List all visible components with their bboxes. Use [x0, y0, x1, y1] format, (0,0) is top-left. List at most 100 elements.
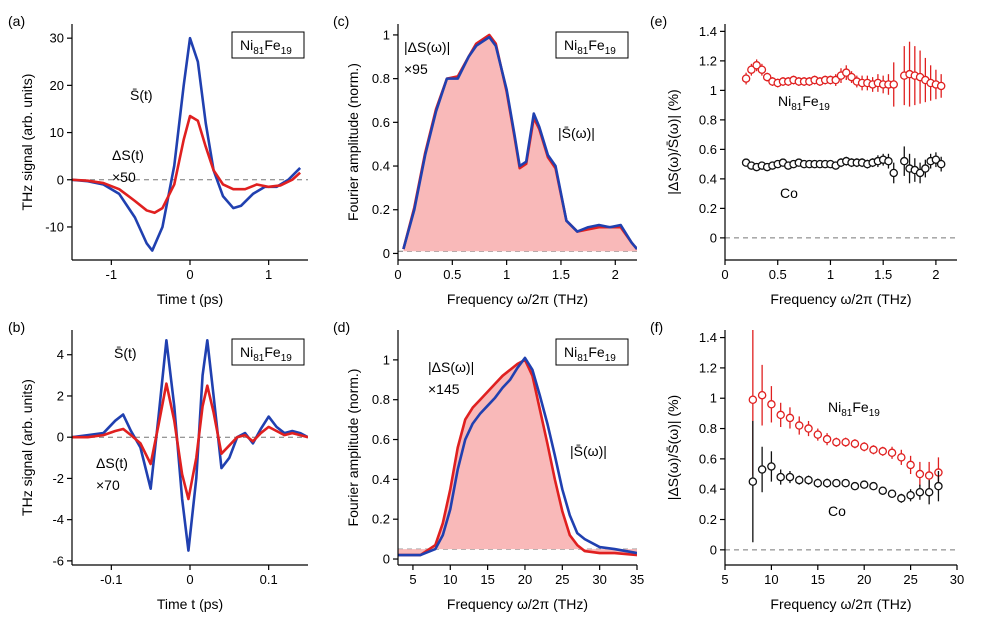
- x-tick-label: 10: [443, 572, 457, 587]
- y-tick-label: 0.8: [699, 421, 717, 436]
- data-point: [915, 469, 925, 479]
- y-tick-label: 0.4: [699, 171, 717, 186]
- sample-label: Ni81Fe19: [240, 37, 292, 57]
- series-annotation: Ni81Fe19: [778, 93, 830, 113]
- y-tick-label: 0.6: [372, 115, 390, 130]
- y-tick-label: 20: [50, 78, 64, 93]
- x-tick-label: 1: [503, 267, 510, 282]
- data-point: [757, 65, 767, 74]
- series-annotation: ×145: [428, 381, 460, 397]
- series-annotation: |S̄(ω)|: [558, 125, 595, 141]
- series-annotation: |ΔS(ω)|: [404, 39, 450, 55]
- panel-label: (d): [333, 319, 350, 335]
- x-tick-label: 35: [630, 572, 644, 587]
- x-tick-label: 1: [827, 267, 834, 282]
- sample-label: Ni81Fe19: [240, 344, 292, 364]
- data-point: [900, 156, 909, 166]
- x-tick-label: 10: [764, 572, 778, 587]
- series-line-difference: [72, 382, 308, 501]
- series-annotation: S̄(t): [130, 87, 153, 103]
- data-point: [757, 465, 767, 474]
- x-tick-label: 15: [480, 572, 494, 587]
- series-annotation: S̄(t): [114, 345, 137, 361]
- sample-label: Ni81Fe19: [564, 37, 616, 57]
- data-point: [794, 421, 804, 430]
- data-point: [776, 410, 785, 420]
- plot-area: [741, 41, 946, 184]
- y-tick-label: 0: [710, 230, 717, 245]
- data-point: [752, 61, 761, 70]
- data-point: [897, 494, 906, 503]
- y-tick-label: 0: [383, 552, 390, 567]
- data-point: [889, 168, 898, 178]
- x-tick-label: 0: [186, 267, 193, 282]
- x-tick-label: 0: [186, 572, 193, 587]
- y-axis-label: |ΔS(ω)/S̄(ω)| (%): [665, 89, 681, 194]
- y-tick-label: 0: [57, 172, 64, 187]
- y-tick-label: 1.4: [699, 24, 717, 39]
- series-annotation: |S̄(ω)|: [570, 443, 607, 459]
- data-point: [847, 72, 856, 82]
- series-line-reference: [72, 36, 302, 252]
- data-point: [741, 74, 751, 83]
- panel-label: (f): [650, 319, 663, 335]
- data-point: [906, 491, 915, 500]
- x-tick-label: 5: [721, 572, 728, 587]
- x-tick-label: 15: [811, 572, 825, 587]
- panel-d: (d) 5 10 15 20 25 30 35 0 0.2 0.4 0.6 0.8 1 Frequency …: [333, 319, 644, 612]
- x-tick-label: 0: [721, 267, 728, 282]
- series-annotation: Ni81Fe19: [828, 399, 880, 419]
- x-tick-label: 20: [857, 572, 871, 587]
- x-axis-label: Time t (ps): [157, 291, 223, 307]
- panel-b: (b) -0.1 0 0.1 -6 -4 -2 0 2 4 Time t (ps) THz signa…: [8, 319, 308, 612]
- sample-label-box: [555, 31, 629, 59]
- data-point: [915, 168, 925, 178]
- data-point: [931, 155, 941, 164]
- data-point: [889, 80, 898, 89]
- data-point: [822, 434, 832, 444]
- x-tick-label: 1: [265, 267, 272, 282]
- y-tick-label: 1: [710, 391, 717, 406]
- y-tick-label: 1.2: [699, 53, 717, 68]
- data-point: [813, 430, 823, 439]
- data-point: [921, 164, 930, 173]
- y-tick-label: 0.4: [372, 159, 390, 174]
- y-axis-label: Fourier amplitude (norm.): [345, 63, 361, 221]
- plot-area: [72, 339, 308, 552]
- data-point: [878, 486, 888, 495]
- y-tick-label: 0.8: [699, 112, 717, 127]
- panel-label: (a): [8, 13, 25, 29]
- y-tick-label: 0: [710, 542, 717, 557]
- data-point: [869, 481, 878, 491]
- data-point: [936, 81, 946, 91]
- data-point: [934, 481, 943, 491]
- sample-label-box: [555, 338, 629, 366]
- data-point: [906, 460, 915, 470]
- data-point: [887, 489, 897, 498]
- data-point: [767, 462, 776, 471]
- data-point: [842, 68, 851, 77]
- y-tick-label: 0.8: [372, 71, 390, 86]
- series-annotation: Co: [780, 185, 798, 201]
- y-tick-label: 0.6: [372, 432, 390, 447]
- y-tick-label: 0: [383, 246, 390, 261]
- data-point: [884, 156, 893, 166]
- x-axis-label: Frequency ω/2π (THz): [770, 596, 911, 612]
- x-tick-label: 2: [932, 267, 939, 282]
- x-tick-label: 0.1: [260, 572, 278, 587]
- data-point: [850, 439, 860, 448]
- x-tick-label: 5: [409, 572, 416, 587]
- x-axis-label: Frequency ω/2π (THz): [447, 291, 588, 307]
- series-annotation: ×95: [404, 61, 428, 77]
- data-point: [887, 448, 897, 458]
- y-tick-label: 10: [50, 125, 64, 140]
- y-tick-label: 0.6: [699, 142, 717, 157]
- data-point: [813, 478, 823, 488]
- y-tick-label: 0.2: [699, 512, 717, 527]
- plot-area: [72, 36, 302, 252]
- y-tick-label: -4: [52, 512, 64, 527]
- data-point: [831, 75, 840, 85]
- data-point: [822, 478, 832, 488]
- y-tick-label: 1.2: [699, 360, 717, 375]
